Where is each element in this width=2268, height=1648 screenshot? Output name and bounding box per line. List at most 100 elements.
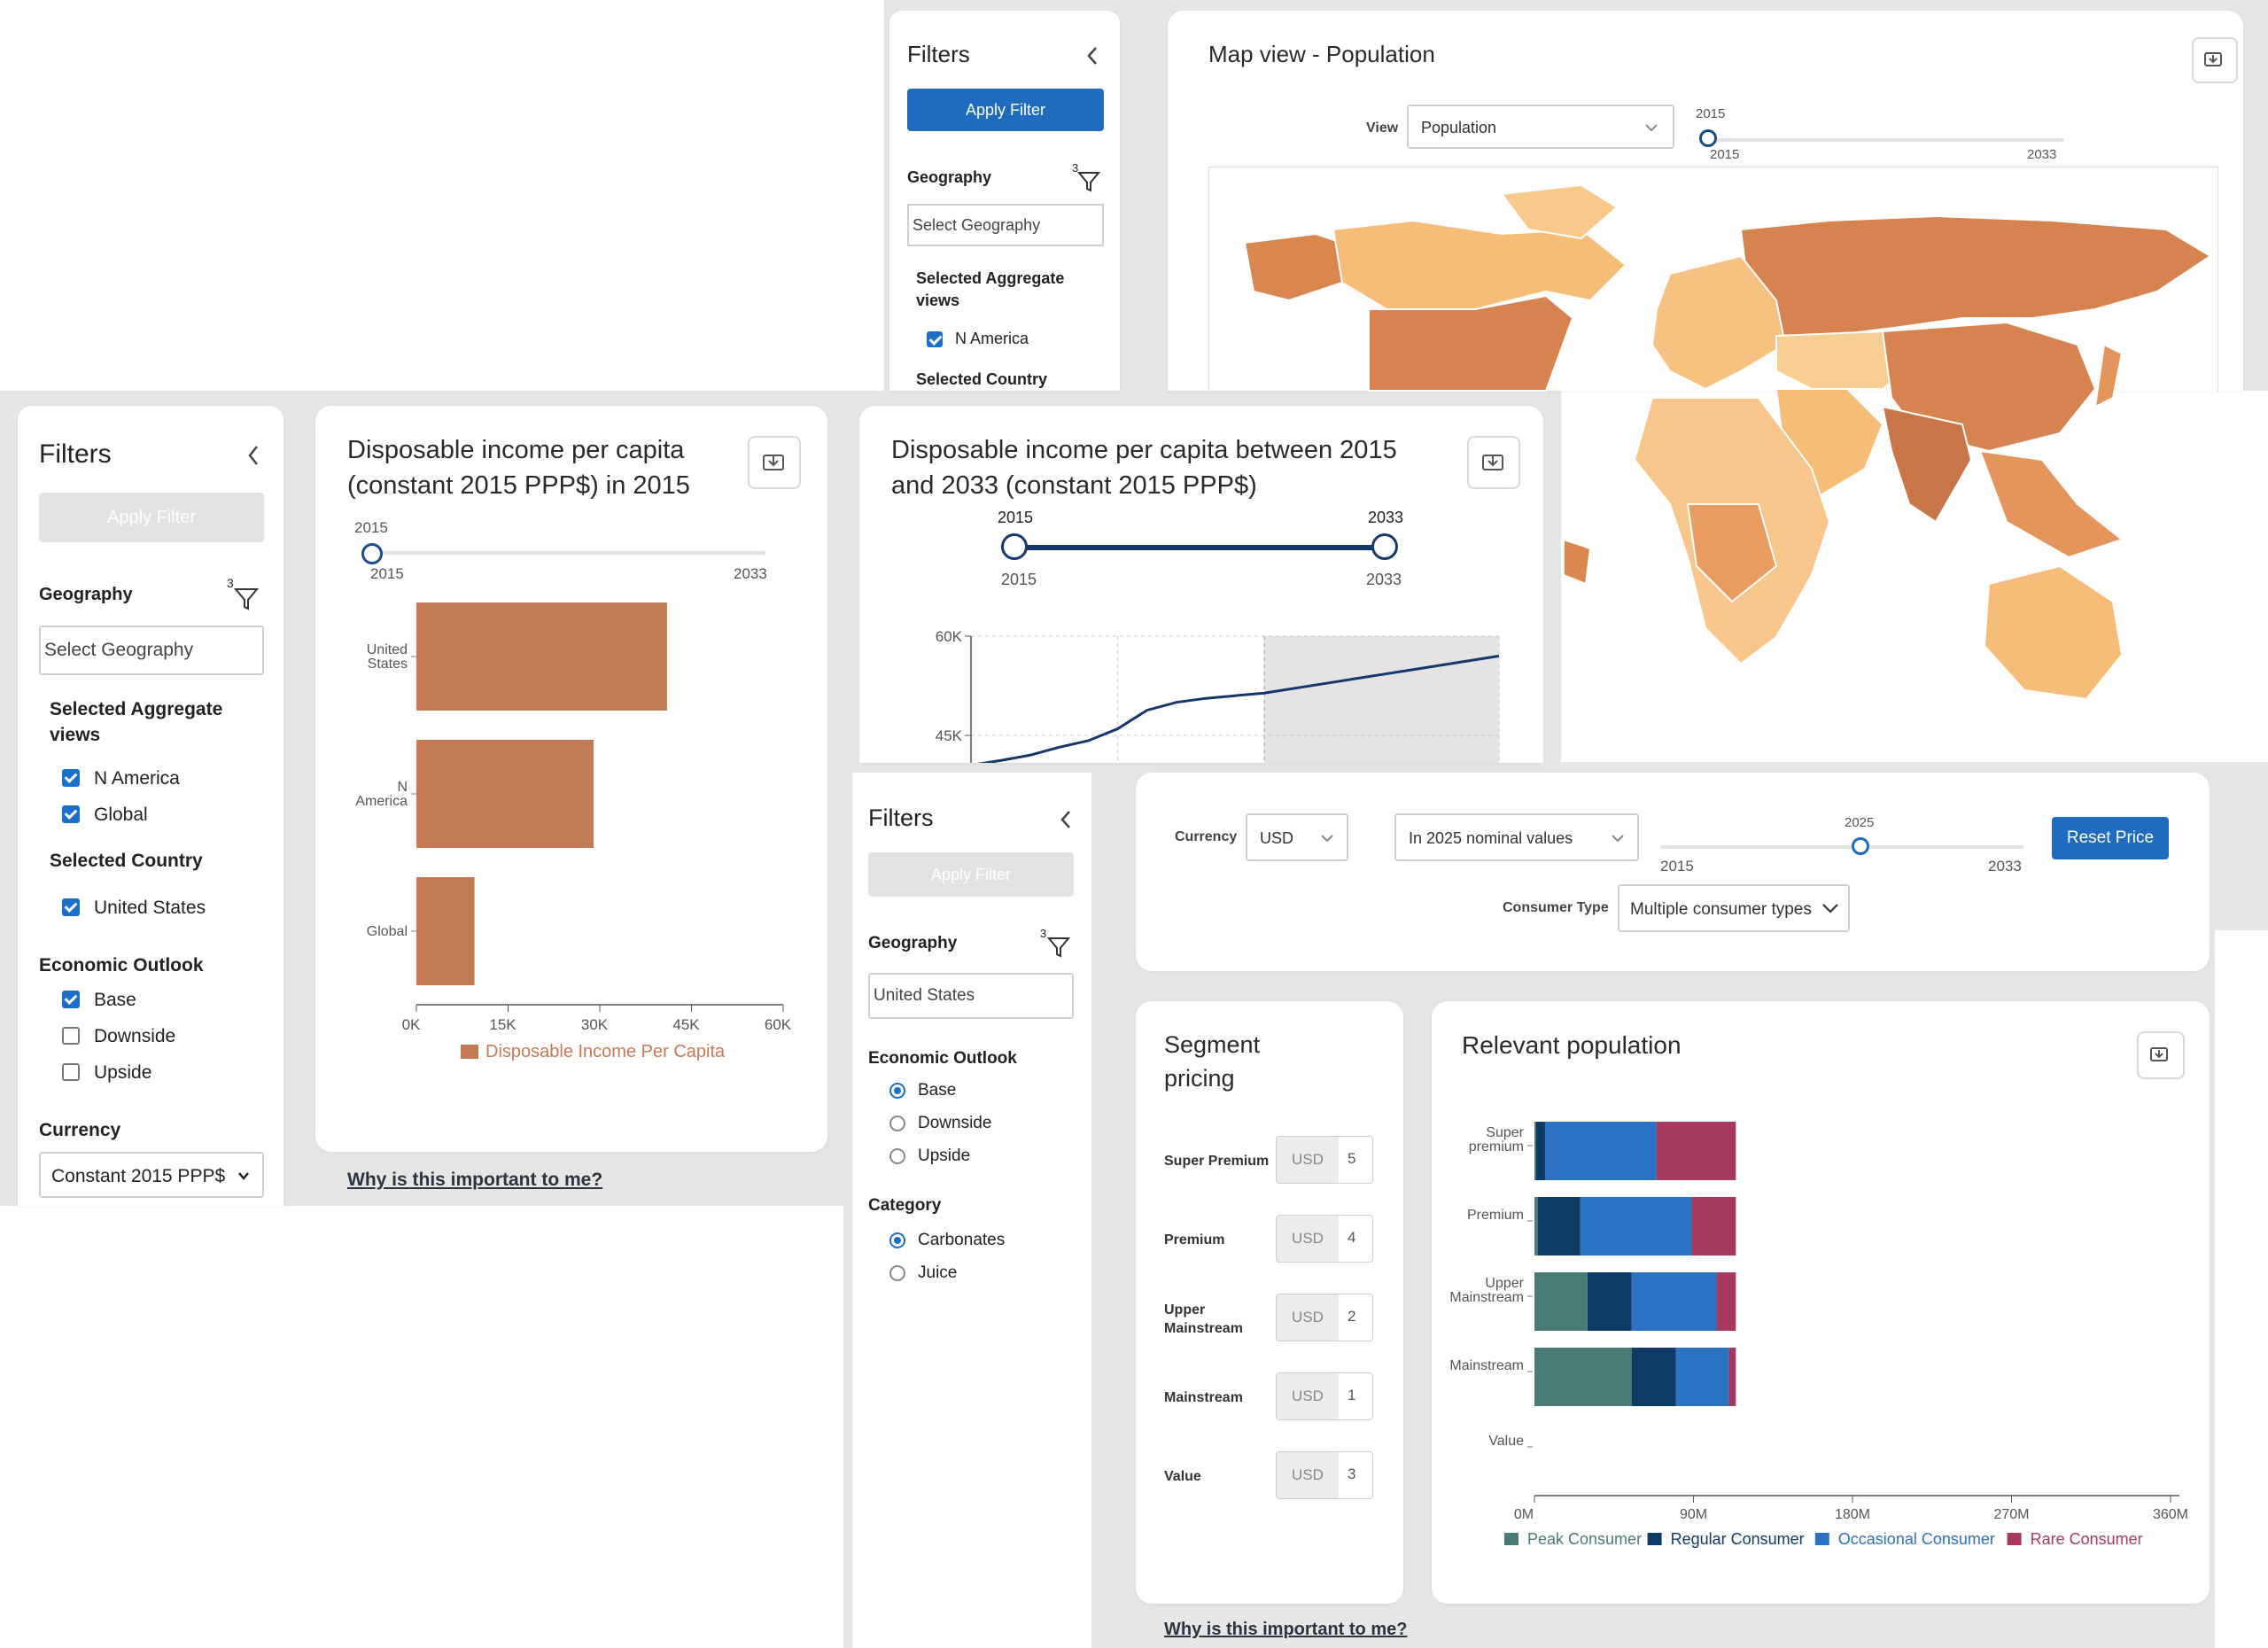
category-label: America	[355, 794, 408, 809]
download-button[interactable]	[1467, 436, 1520, 489]
download-icon	[2150, 1047, 2168, 1061]
map-region-greenland[interactable]	[1500, 183, 1619, 240]
reset-price-button[interactable]: Reset Price	[2052, 817, 2169, 859]
x-tick-label: 0K	[402, 1016, 421, 1033]
segment-price-input[interactable]: USD 1	[1276, 1372, 1373, 1420]
why-important-link[interactable]: Why is this important to me?	[1164, 1620, 1408, 1639]
segment-price-value: 5	[1348, 1150, 1356, 1167]
range-slider-start-handle[interactable]	[1001, 533, 1028, 560]
segment-price-input[interactable]: USD 4	[1276, 1215, 1373, 1263]
radio-downside[interactable]	[889, 1116, 905, 1131]
selected-country-label: Selected Country	[50, 851, 203, 871]
map-view-title: Map view - Population	[1208, 41, 1435, 67]
funnel-icon[interactable]	[234, 587, 259, 611]
funnel-icon[interactable]	[1047, 936, 1070, 959]
income-slider-handle[interactable]	[361, 543, 383, 564]
why-important-link[interactable]: Why is this important to me?	[347, 1170, 603, 1190]
filters-panel-top: Filters Apply Filter Geography 3 Select …	[889, 11, 1120, 391]
map-region-australia[interactable]	[1983, 564, 2124, 701]
segment-price-input[interactable]: USD 3	[1276, 1451, 1373, 1499]
stacked-bar-segment	[1631, 1272, 1717, 1331]
map-slider-handle[interactable]	[1699, 129, 1717, 147]
view-select[interactable]: Population	[1407, 105, 1674, 149]
filters-panel-bottom: Filters Apply Filter Geography 3 United …	[852, 773, 1091, 1648]
map-region-usa[interactable]	[1368, 294, 1574, 392]
map-region-russia[interactable]	[1739, 214, 2212, 337]
category-label: Mainstream	[1449, 1290, 1524, 1305]
consumer-type-select[interactable]: Multiple consumer types	[1618, 884, 1850, 932]
radio-carbonates[interactable]	[889, 1232, 905, 1248]
download-button[interactable]	[2192, 37, 2238, 83]
range-slider-track[interactable]	[1015, 545, 1386, 550]
range-slider-end-handle[interactable]	[1371, 533, 1398, 560]
legend-swatch	[2007, 1533, 2022, 1545]
price-year-slider[interactable]	[1660, 845, 2023, 849]
segment-price-value: 1	[1348, 1387, 1356, 1403]
currency-select[interactable]: Constant 2015 PPP$	[39, 1152, 264, 1198]
geography-label: Geography	[907, 168, 992, 186]
filter-count-badge: 3	[1040, 927, 1047, 940]
map-region-canada[interactable]	[1332, 219, 1627, 310]
stacked-bar-segment	[1534, 1272, 1588, 1331]
checkbox-n-america[interactable]	[62, 769, 80, 787]
apply-filter-button[interactable]: Apply Filter	[868, 852, 1074, 897]
checkbox-base[interactable]	[62, 991, 80, 1008]
apply-filter-button[interactable]: Apply Filter	[39, 493, 264, 542]
map-region-india[interactable]	[1881, 405, 1973, 524]
world-map[interactable]	[1209, 167, 2215, 752]
stacked-bar-segment	[1716, 1272, 1736, 1331]
map-region-europe[interactable]	[1651, 254, 1787, 391]
agg-item-label: N America	[955, 330, 1029, 347]
stacked-bar-segment	[1534, 1348, 1632, 1406]
agg-item-global: Global	[94, 805, 148, 825]
geography-label: Geography	[868, 934, 958, 952]
y-tick-label: 45K	[936, 727, 963, 744]
stacked-bar-segment	[1534, 1197, 1538, 1255]
radio-juice[interactable]	[889, 1265, 905, 1281]
segment-title-line1: Segment	[1164, 1031, 1261, 1058]
map-year-slider[interactable]	[1710, 138, 2064, 142]
geography-input[interactable]: United States	[868, 973, 1074, 1019]
checkbox-united-states[interactable]	[62, 898, 80, 916]
map-region-central-africa[interactable]	[1686, 503, 1778, 603]
checkbox-downside[interactable]	[62, 1027, 80, 1045]
income-year-slider[interactable]	[372, 551, 765, 555]
map-region-japan[interactable]	[2093, 343, 2124, 408]
bar	[416, 877, 475, 985]
segment-price-input[interactable]: USD 2	[1276, 1294, 1373, 1341]
currency-select[interactable]: USD	[1246, 813, 1348, 861]
category-label: Premium	[1467, 1208, 1524, 1223]
legend-label: Regular Consumer	[1671, 1530, 1805, 1548]
outlook-item-upside: Upside	[94, 1062, 152, 1083]
map-region-southeast-asia[interactable]	[1978, 449, 2124, 559]
income-bar-title-line2: (constant 2015 PPP$) in 2015	[347, 471, 690, 500]
checkbox-upside[interactable]	[62, 1063, 80, 1081]
checkbox-n-america[interactable]	[927, 331, 943, 347]
x-tick-label: 180M	[1835, 1507, 1870, 1522]
checkbox-global[interactable]	[62, 805, 80, 823]
category-label: premium	[1469, 1139, 1524, 1154]
selected-country-label: Selected Country	[916, 370, 1048, 388]
select-geography-input[interactable]: Select Geography	[907, 204, 1104, 246]
legend-swatch	[1504, 1533, 1518, 1545]
map-region-south-america[interactable]	[1563, 538, 1592, 586]
chevron-left-icon[interactable]	[1086, 46, 1099, 66]
segment-price-input[interactable]: USD 5	[1276, 1136, 1373, 1184]
price-slider-handle[interactable]	[1852, 837, 1869, 855]
select-geography-input[interactable]: Select Geography	[39, 626, 264, 675]
apply-filter-button[interactable]: Apply Filter	[907, 89, 1104, 131]
chevron-left-icon[interactable]	[1060, 810, 1072, 829]
download-button[interactable]	[748, 436, 801, 489]
funnel-icon[interactable]	[1077, 170, 1100, 193]
radio-upside[interactable]	[889, 1148, 905, 1164]
income-slider-min: 2015	[370, 565, 404, 582]
values-mode-select[interactable]: In 2025 nominal values	[1394, 813, 1639, 861]
chevron-left-icon[interactable]	[246, 445, 260, 466]
radio-base[interactable]	[889, 1083, 905, 1099]
view-select-value: Population	[1421, 119, 1497, 136]
category-label: United	[367, 642, 408, 657]
download-button[interactable]	[2137, 1031, 2185, 1079]
blank-area-bottom-right	[2215, 930, 2268, 1648]
stacked-bar-segment	[1631, 1348, 1676, 1406]
filter-count-badge: 3	[227, 576, 234, 590]
